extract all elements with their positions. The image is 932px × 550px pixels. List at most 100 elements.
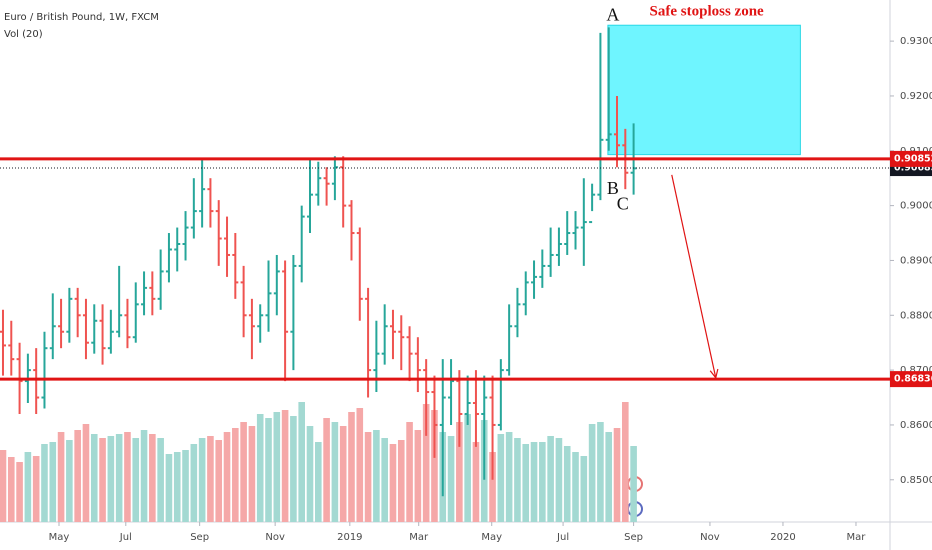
volume-bar xyxy=(24,452,32,522)
x-tick-label: 2020 xyxy=(770,532,795,543)
volume-bar xyxy=(74,430,81,522)
level-label: 0.86836 xyxy=(894,374,932,385)
volume-bar xyxy=(563,446,571,522)
volume-bar xyxy=(198,438,206,522)
volume-bar xyxy=(306,426,314,522)
x-tick-label: 2019 xyxy=(337,532,362,543)
volume-bar xyxy=(140,430,148,522)
volume-bar xyxy=(431,410,438,522)
volume-bar xyxy=(522,444,530,522)
x-tick-label: Jul xyxy=(119,532,132,543)
arrow-shaft xyxy=(671,174,717,378)
volume-bar xyxy=(373,430,380,522)
volume-bar xyxy=(57,432,65,522)
volume-bar xyxy=(406,422,413,522)
volume-bar xyxy=(82,424,90,522)
annotation: C xyxy=(617,194,629,214)
x-tick-label: Nov xyxy=(700,532,720,543)
annotation: B xyxy=(607,178,619,198)
volume-bar xyxy=(298,402,306,522)
volume-bar xyxy=(232,428,239,522)
volume-bar xyxy=(472,442,480,522)
x-tick-label: Nov xyxy=(265,532,285,543)
volume-bar xyxy=(530,442,538,522)
volume-bar xyxy=(323,418,330,522)
volume-bar xyxy=(0,450,7,522)
volume-bar xyxy=(90,434,98,522)
volume-bar xyxy=(613,428,621,522)
stoploss-zone xyxy=(607,24,801,156)
x-tick-label: Jul xyxy=(556,532,569,543)
volume-bar xyxy=(514,438,521,522)
volume-bar xyxy=(223,432,231,522)
volume-bar xyxy=(622,402,629,522)
level-box xyxy=(890,371,932,388)
volume-bar xyxy=(207,436,214,522)
volume-bar xyxy=(240,422,247,522)
volume-bar xyxy=(339,426,347,522)
price-bars xyxy=(0,27,637,497)
volume-bar xyxy=(331,422,339,522)
annotation: A xyxy=(606,5,619,25)
volume-bar xyxy=(149,434,156,522)
volume-bar xyxy=(547,436,554,522)
volume-bar xyxy=(290,416,297,522)
volume-bar xyxy=(32,456,40,522)
level-box xyxy=(890,150,932,167)
volume-bar xyxy=(348,412,355,522)
volume-bar xyxy=(273,412,281,522)
volume-bar xyxy=(580,456,588,522)
volume-bar xyxy=(356,408,364,522)
volume-bar xyxy=(215,440,223,522)
volume-bar xyxy=(107,436,115,522)
volume-bar xyxy=(364,432,372,522)
volume-bar xyxy=(99,438,106,522)
volume-bar xyxy=(132,438,140,522)
x-tick-label: Mar xyxy=(847,532,867,543)
zone-label: Safe stoploss zone xyxy=(650,4,765,20)
volume-label: Vol (20) xyxy=(4,29,43,40)
volume-bar xyxy=(41,444,48,522)
volume-bar xyxy=(157,438,164,522)
volume-bar xyxy=(314,442,322,522)
x-tick-label: Sep xyxy=(624,532,643,543)
volume-bar xyxy=(381,438,388,522)
volume-bar xyxy=(115,434,123,522)
volume-bar xyxy=(422,404,430,522)
volume-bar xyxy=(588,424,596,522)
volume-bar xyxy=(414,430,422,522)
volume-bar xyxy=(281,410,289,522)
volume-bar xyxy=(447,436,455,522)
y-tick-label: 0.93000 xyxy=(900,36,932,47)
volume-bar xyxy=(456,422,463,522)
volume-bar xyxy=(555,438,563,522)
volume-bar xyxy=(605,432,613,522)
volume-bar xyxy=(182,450,189,522)
x-tick-label: May xyxy=(49,532,70,543)
volume-bar xyxy=(256,414,264,522)
level-label: 0.90852 xyxy=(894,153,932,164)
volume-bar xyxy=(124,432,131,522)
volume-bar xyxy=(497,434,505,522)
chart-title: Euro / British Pound, 1W, FXCM xyxy=(4,12,159,23)
volume-bar xyxy=(505,432,513,522)
volume-bar xyxy=(597,422,604,522)
volume-bar xyxy=(248,426,256,522)
volume-bar xyxy=(190,444,198,522)
volume-bar xyxy=(489,452,496,522)
x-tick-label: Sep xyxy=(190,532,209,543)
volume-bar xyxy=(16,462,23,522)
volume-bar xyxy=(49,442,57,522)
volume-bar xyxy=(66,440,73,522)
arrow-head xyxy=(709,368,719,380)
volume-bar xyxy=(539,442,546,522)
volume-bar xyxy=(572,452,579,522)
volume-bar xyxy=(7,457,15,522)
